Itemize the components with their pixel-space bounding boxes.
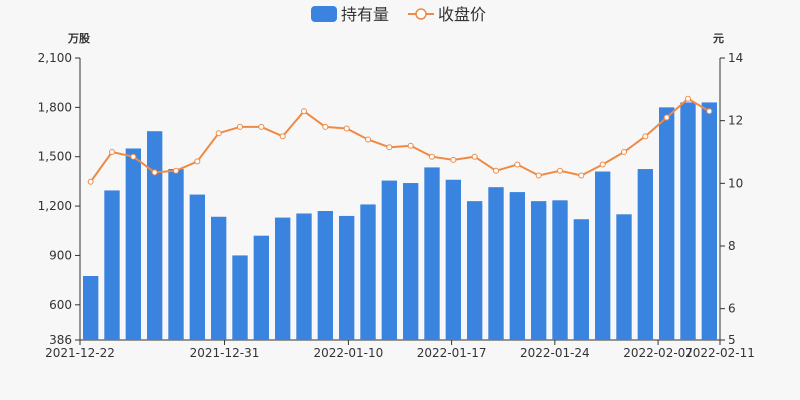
close-price-point <box>450 156 457 163</box>
right-axis-tick-label: 8 <box>728 239 736 253</box>
left-axis-tick-label: 1,200 <box>38 199 72 213</box>
left-axis-tick-label: 2,100 <box>38 51 72 65</box>
x-axis-tick-label: 2022-02-11 <box>685 346 755 360</box>
close-price-point <box>642 133 649 140</box>
holdings-bar <box>552 200 568 340</box>
holdings-bar <box>701 102 718 341</box>
x-axis-tick-label: 2022-01-10 <box>314 346 384 360</box>
close-price-point <box>407 142 414 149</box>
holdings-bar <box>274 217 291 340</box>
legend-close-price-label[interactable]: 收盘价 <box>438 5 486 24</box>
close-price-point <box>621 149 627 155</box>
holdings-bar <box>658 107 675 341</box>
close-price-point <box>279 133 286 140</box>
right-axis-tick-label: 5 <box>728 333 736 347</box>
holdings-bar <box>680 102 696 341</box>
close-price-point <box>365 136 371 143</box>
holdings-bar <box>381 180 398 340</box>
axes <box>75 57 725 345</box>
close-price-point <box>514 161 521 168</box>
right-axis-unit: 元 <box>713 32 724 45</box>
left-axis-tick-label: 386 <box>49 333 72 347</box>
holdings-bar <box>445 179 462 340</box>
left-axis-tick-label: 900 <box>49 248 72 262</box>
holdings-bar <box>509 192 526 340</box>
right-axis-tick-label: 6 <box>728 302 736 316</box>
holdings-bar <box>146 131 163 340</box>
holdings-bar <box>360 204 376 340</box>
close-price-point <box>663 114 670 121</box>
x-axis-tick-label: 2022-02-07 <box>623 346 693 360</box>
legend-holdings-swatch[interactable] <box>311 6 337 22</box>
holdings-bar <box>210 216 227 340</box>
holdings-bar <box>424 167 440 340</box>
close-price-point <box>706 108 713 115</box>
close-price-line <box>87 95 713 185</box>
x-axis-tick-label: 2022-01-24 <box>520 346 590 360</box>
close-price-point <box>471 153 478 160</box>
close-price-point <box>109 149 115 155</box>
close-price-point <box>301 108 307 115</box>
close-price-point <box>215 130 222 137</box>
holdings-bar <box>488 187 504 340</box>
holdings-bar <box>466 201 483 340</box>
close-price-point <box>258 123 265 130</box>
close-price-point <box>322 123 329 130</box>
holdings-bar <box>104 190 120 340</box>
left-axis-tick-label: 1,500 <box>38 150 72 164</box>
close-price-point <box>151 169 158 176</box>
holdings-bar <box>637 169 654 340</box>
holdings-bar <box>168 169 184 340</box>
close-price-point <box>386 144 393 151</box>
close-price-point <box>194 158 201 165</box>
holdings-bar <box>616 214 632 340</box>
close-price-point <box>578 172 585 179</box>
close-price-point <box>130 153 137 160</box>
close-price-point <box>685 95 691 102</box>
x-axis-tick-label: 2021-12-22 <box>45 346 115 360</box>
holdings-bar <box>402 183 419 340</box>
holdings-bar <box>530 201 547 340</box>
holdings-bar <box>594 171 611 340</box>
legend: 持有量 收盘价 <box>311 5 486 24</box>
x-axis-tick-label: 2021-12-31 <box>190 346 260 360</box>
close-price-point <box>343 125 350 132</box>
legend-close-price-marker <box>415 8 427 20</box>
holdings-bar <box>253 235 270 340</box>
holdings-bar <box>338 215 355 340</box>
holdings-bar <box>232 255 248 340</box>
holdings-bar <box>189 194 206 340</box>
tick-labels: 386 600 900 1,200 1,500 1,800 2,100 5 6 8 10 12 14 20… <box>38 51 755 360</box>
holdings-bars <box>82 102 718 341</box>
right-axis-tick-label: 10 <box>728 176 743 190</box>
close-price-point <box>173 167 179 174</box>
close-price-point <box>557 167 563 174</box>
close-price-point <box>429 153 435 160</box>
holdings-bar <box>573 219 590 340</box>
holdings-bar <box>82 275 99 340</box>
x-axis-tick-label: 2022-01-17 <box>417 346 487 360</box>
holdings-bar <box>125 148 142 340</box>
left-axis-unit: 万股 <box>67 32 91 45</box>
right-axis-tick-label: 14 <box>728 51 743 65</box>
right-axis-tick-label: 12 <box>728 114 743 128</box>
legend-holdings-label[interactable]: 持有量 <box>341 5 389 24</box>
close-price-point <box>535 172 542 179</box>
close-price-polyline <box>89 97 710 183</box>
holdings-bar <box>296 213 312 340</box>
close-price-point <box>599 161 606 168</box>
close-price-point <box>493 167 499 174</box>
close-price-point <box>237 123 243 130</box>
left-axis-tick-label: 1,800 <box>38 100 72 114</box>
close-price-point <box>87 178 94 185</box>
left-axis-tick-label: 600 <box>49 298 72 312</box>
holdings-bar <box>317 211 334 340</box>
